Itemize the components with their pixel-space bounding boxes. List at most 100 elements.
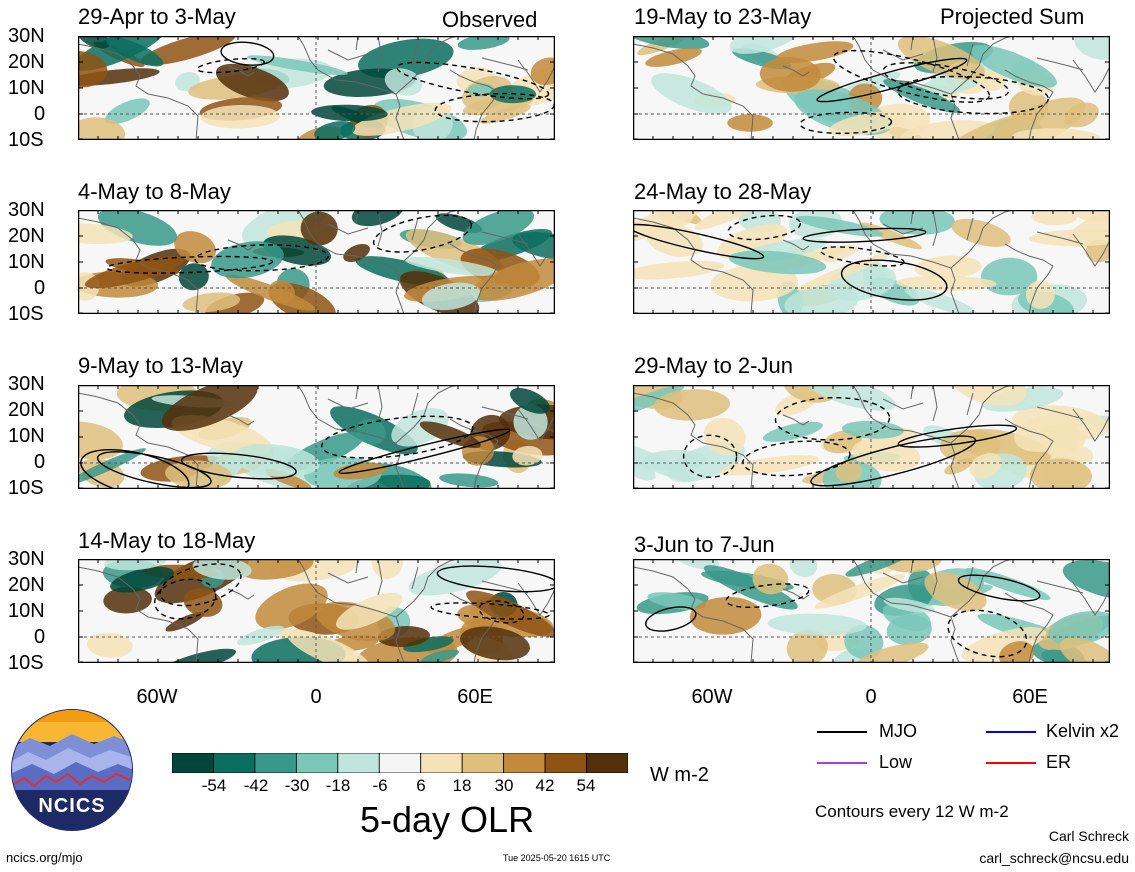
olr-anomaly-blob bbox=[703, 417, 746, 456]
coastline bbox=[227, 239, 255, 251]
olr-anomaly-blob bbox=[854, 642, 929, 663]
panel-title-obs-4: 14-May to 18-May bbox=[78, 528, 256, 553]
olr-anomaly-blob bbox=[104, 559, 167, 571]
chart-title: 5-day OLR bbox=[360, 799, 535, 840]
colorbar-label: 42 bbox=[535, 776, 555, 795]
coastline bbox=[782, 588, 810, 600]
coastline bbox=[950, 210, 1014, 269]
coastline bbox=[481, 406, 529, 420]
map-panel-obs-1 bbox=[78, 36, 555, 140]
colorbar-swatch bbox=[337, 753, 380, 773]
mjo-contour bbox=[682, 434, 738, 479]
coastline bbox=[449, 418, 499, 489]
olr-anomaly-blob bbox=[86, 632, 133, 658]
footer-author: Carl Schreck bbox=[1048, 828, 1129, 844]
mjo-contour bbox=[725, 583, 810, 609]
olr-anomaly-blob bbox=[511, 231, 555, 261]
panel-title-proj-1: 19-May to 23-May bbox=[634, 4, 812, 29]
coastline bbox=[852, 385, 960, 489]
coastline bbox=[852, 36, 960, 140]
legend-kelvin-label: Kelvin x2 bbox=[1046, 721, 1120, 741]
olr-anomaly-blob bbox=[845, 559, 914, 577]
olr-anomaly-blob bbox=[814, 574, 905, 609]
mjo-contour bbox=[957, 574, 1041, 602]
olr-anomaly-blob bbox=[924, 571, 987, 612]
olr-anomaly-blob bbox=[1059, 637, 1110, 663]
mjo-contour bbox=[727, 214, 801, 241]
colorbar-swatch bbox=[378, 753, 422, 773]
lat-label: 20N bbox=[8, 399, 45, 421]
lon-label: 0 bbox=[310, 686, 322, 708]
olr-anomaly-blob bbox=[174, 231, 216, 264]
colorbar-swatch bbox=[420, 753, 463, 773]
olr-anomaly-blob bbox=[1011, 128, 1101, 140]
olr-anomaly-blob bbox=[110, 566, 174, 593]
olr-anomaly-blob bbox=[460, 626, 530, 661]
contours-note: Contours every 12 W m-2 bbox=[815, 802, 1009, 821]
ncics-logo: NCICS bbox=[11, 709, 133, 831]
map-panel-proj-3 bbox=[633, 385, 1110, 489]
olr-anomaly-blob bbox=[165, 460, 232, 489]
colorbar-label: -18 bbox=[325, 776, 351, 795]
olr-anomaly-blob bbox=[633, 385, 685, 419]
lat-label: 20N bbox=[8, 225, 45, 247]
mjo-contour bbox=[799, 111, 893, 135]
mjo-contour bbox=[840, 259, 948, 301]
lat-label: 10N bbox=[8, 77, 45, 99]
coastline bbox=[481, 231, 529, 245]
olr-anomaly-blob bbox=[796, 253, 890, 291]
lat-label: 20N bbox=[8, 51, 45, 73]
olr-anomaly-blob bbox=[403, 636, 454, 653]
olr-anomaly-blob bbox=[654, 389, 730, 421]
lat-label: 10S bbox=[8, 303, 44, 325]
mjo-contour bbox=[430, 602, 550, 620]
coastline bbox=[1072, 408, 1110, 442]
coastline bbox=[78, 217, 199, 314]
olr-anomaly-blob bbox=[980, 257, 1038, 296]
panel-title-proj-4: 3-Jun to 7-Jun bbox=[634, 532, 775, 557]
lat-label: 30N bbox=[8, 373, 45, 395]
colorbar-label: 54 bbox=[576, 776, 596, 795]
olr-anomaly-blob bbox=[419, 421, 481, 449]
coastline bbox=[395, 385, 459, 444]
mjo-contour bbox=[436, 565, 555, 593]
map-panel-proj-1 bbox=[633, 36, 1110, 140]
olr-anomaly-blob bbox=[633, 36, 710, 50]
colorbar-swatch bbox=[544, 753, 587, 773]
colorbar-swatch bbox=[213, 753, 256, 773]
coastline bbox=[1036, 231, 1084, 245]
coastline bbox=[782, 239, 810, 251]
colorbar-swatch bbox=[461, 753, 505, 773]
coastline bbox=[449, 69, 499, 140]
coastline bbox=[297, 385, 405, 489]
lon-label: 0 bbox=[865, 686, 877, 708]
olr-anomaly-blob bbox=[183, 588, 223, 617]
mjo-contour bbox=[106, 255, 274, 274]
map-panel-obs-3 bbox=[78, 385, 555, 489]
map-panel-obs-4 bbox=[78, 559, 555, 663]
lat-label: 20N bbox=[8, 574, 45, 596]
map-panel-proj-4 bbox=[633, 559, 1110, 663]
olr-anomaly-blob bbox=[633, 440, 693, 481]
olr-anomaly-blob bbox=[1031, 210, 1077, 226]
olr-anomaly-blob bbox=[828, 111, 907, 137]
olr-anomaly-blob bbox=[823, 430, 862, 454]
olr-anomaly-blob bbox=[211, 241, 284, 279]
coastline bbox=[517, 582, 555, 616]
footer-url[interactable]: ncics.org/mjo bbox=[6, 850, 83, 865]
lat-label: 0 bbox=[34, 451, 46, 473]
footer-email[interactable]: carl_schreck@ncsu.edu bbox=[979, 850, 1129, 866]
olr-anomaly-blob bbox=[255, 583, 328, 630]
olr-anomaly-blob bbox=[140, 36, 236, 66]
olr-anomaly-blob bbox=[775, 41, 854, 63]
coastline bbox=[395, 559, 459, 618]
olr-anomaly-blob bbox=[215, 63, 289, 102]
coastline bbox=[327, 385, 419, 422]
olr-anomaly-blob bbox=[103, 586, 152, 614]
coastline bbox=[782, 414, 810, 426]
olr-anomaly-blob bbox=[200, 104, 280, 129]
coastline bbox=[78, 392, 199, 489]
olr-anomaly-blob bbox=[105, 36, 164, 67]
olr-anomaly-blob bbox=[78, 117, 126, 140]
olr-anomaly-blob bbox=[404, 256, 499, 277]
